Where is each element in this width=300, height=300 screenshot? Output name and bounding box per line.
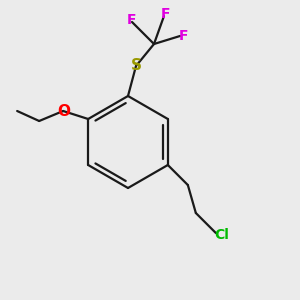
Text: F: F <box>179 29 189 43</box>
Text: F: F <box>161 7 171 21</box>
Text: F: F <box>127 13 137 27</box>
Text: S: S <box>130 58 142 74</box>
Text: Cl: Cl <box>214 228 229 242</box>
Text: O: O <box>58 103 71 118</box>
